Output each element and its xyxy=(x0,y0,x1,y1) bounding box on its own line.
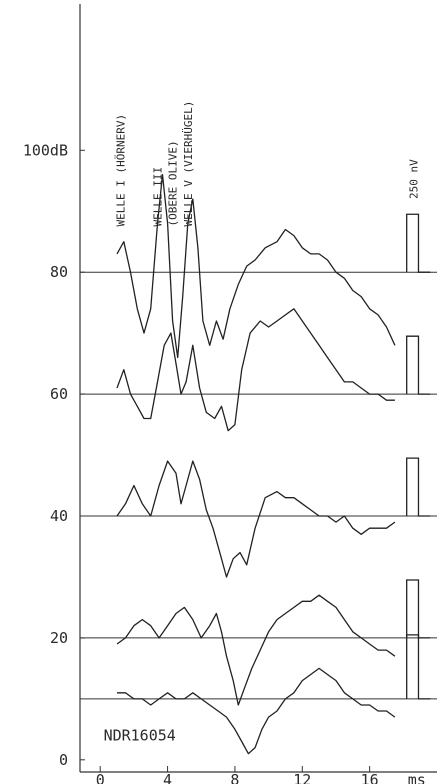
y-tick-label: 40 xyxy=(50,507,68,525)
y-tick-label: 20 xyxy=(50,629,68,647)
waveform-traces xyxy=(116,174,396,755)
trace-80 xyxy=(116,174,396,359)
trace-60 xyxy=(116,308,395,432)
y-axis-ticks: 0 20 40 60 80 100dB xyxy=(23,141,85,769)
wave-label: WELLE I (HÖRNERV) xyxy=(114,114,127,227)
calibration-pulse-40 xyxy=(406,457,431,517)
x-axis-unit-label: ms xyxy=(408,771,426,784)
calibration-pulse-80 xyxy=(406,213,431,273)
wave-labels: WELLE I (HÖRNERV) WELLE III (OBERE OLIVE) W… xyxy=(114,101,194,227)
x-tick-label: 8 xyxy=(230,771,239,784)
wave-label: WELLE III xyxy=(151,167,164,227)
trace-10 xyxy=(117,667,396,755)
calibration-pulse-60 xyxy=(406,335,431,395)
y-tick-label: 60 xyxy=(50,385,68,403)
x-tick-label: 4 xyxy=(163,771,172,784)
x-tick-label: 0 xyxy=(96,771,105,784)
wave-label: WELLE V (VIERHÜGEL) xyxy=(182,101,195,227)
trace-40 xyxy=(116,460,396,578)
calibration-pulses xyxy=(406,213,431,700)
x-tick-label: 16 xyxy=(361,771,379,784)
x-axis-ticks: 0 4 8 12 16 xyxy=(96,766,379,784)
chart-frame xyxy=(79,4,437,773)
y-tick-label: 80 xyxy=(50,263,68,281)
calibration-pulse-10 xyxy=(406,634,431,700)
y-tick-label: 0 xyxy=(59,751,68,769)
x-tick-label: 12 xyxy=(293,771,311,784)
trace-20 xyxy=(116,594,396,706)
specimen-label: NDR16054 xyxy=(104,726,176,744)
calibration-pulse-20 xyxy=(406,579,431,639)
y-tick-label: 100dB xyxy=(23,141,68,159)
scale-label: 250 nV xyxy=(407,159,420,199)
wave-label: (OBERE OLIVE) xyxy=(167,140,180,226)
